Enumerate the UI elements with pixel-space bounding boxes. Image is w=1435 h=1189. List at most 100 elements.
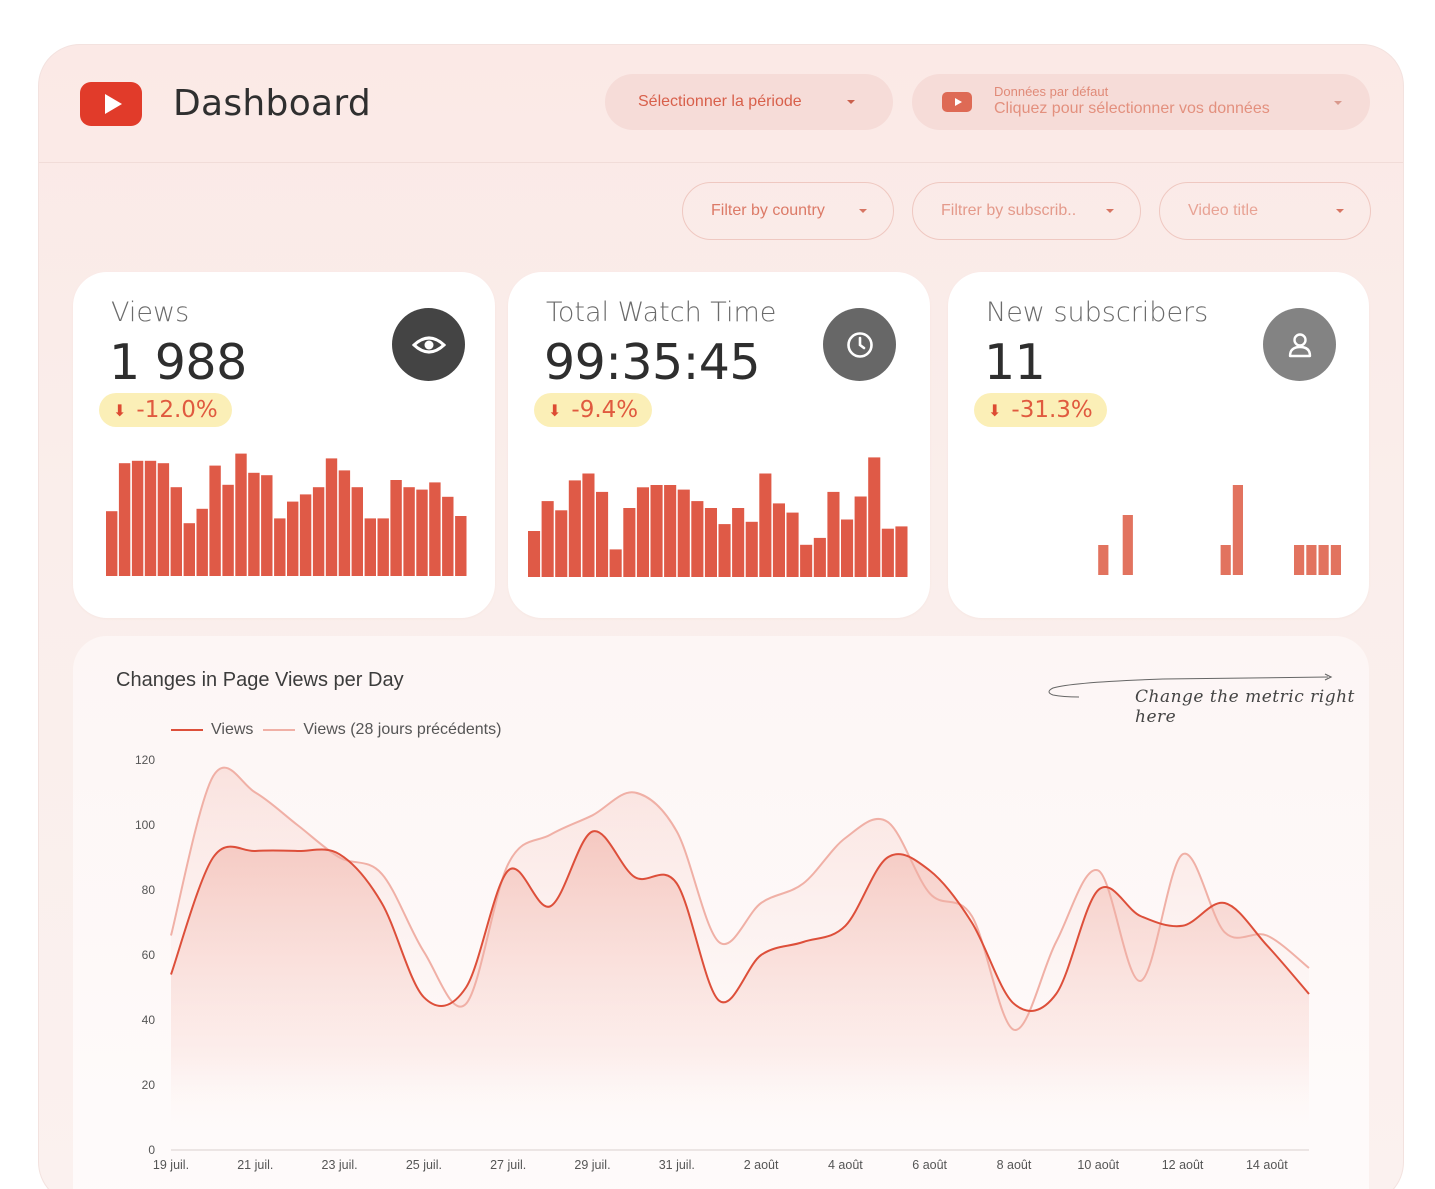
filter-country[interactable]: Filter by country: [682, 182, 894, 240]
arrow-down-icon: ⬇: [988, 400, 1002, 420]
kpi-bar: [325, 458, 338, 576]
kpi-bar: [1098, 545, 1109, 575]
legend-item-views-previous[interactable]: Views (28 jours précédents): [263, 721, 501, 739]
legend-label: Views: [211, 721, 254, 738]
kpi-bar: [235, 453, 247, 576]
chevron-down-icon: [859, 209, 867, 213]
kpi-bar: [528, 531, 541, 577]
legend-item-views[interactable]: Views: [171, 721, 253, 739]
x-tick-label: 25 juil.: [406, 1158, 442, 1172]
kpi-bar: [786, 512, 799, 577]
kpi-bar: [854, 496, 867, 577]
kpi-bar: [609, 549, 622, 577]
kpi-bar: [1294, 545, 1305, 575]
kpi-title: New subscribers: [986, 297, 1209, 328]
data-source-label: Données par défaut: [994, 84, 1109, 100]
filter-video-title[interactable]: Video title: [1159, 182, 1371, 240]
kpi-bar: [1318, 545, 1329, 575]
kpi-bar: [541, 501, 554, 577]
kpi-bar: [568, 480, 581, 577]
kpi-bar: [196, 508, 208, 576]
change-badge: ⬇ -12.0%: [99, 393, 232, 427]
page-views-line-chart: 0 20 40 60 80 100 120 19 juil. 21 juil. 23 juil. 2…: [135, 753, 1310, 1172]
x-tick-label: 2 août: [744, 1158, 779, 1172]
kpi-bar: [841, 519, 854, 577]
x-tick-label: 23 juil.: [322, 1158, 358, 1172]
kpi-value: 1 988: [109, 334, 247, 391]
y-tick-label: 100: [135, 818, 155, 832]
chart-title: Changes in Page Views per Day: [116, 669, 404, 691]
curved-arrow-icon: [1048, 673, 1333, 698]
kpi-bar: [299, 494, 312, 576]
y-tick-label: 80: [142, 883, 156, 897]
change-badge: ⬇ -31.3%: [974, 393, 1107, 427]
kpi-bar: [677, 489, 690, 577]
series-area: [171, 831, 1309, 1150]
arrow-down-icon: ⬇: [548, 400, 562, 420]
kpi-bar: [1306, 545, 1317, 575]
kpi-bar: [800, 544, 813, 577]
kpi-bar: [582, 473, 595, 577]
x-tick-label: 6 août: [912, 1158, 947, 1172]
kpi-card-views: Views 1 988 ⬇ -12.0%: [73, 272, 495, 618]
views-bar-chart: [106, 453, 467, 576]
series-line-views: [170, 830, 1310, 1012]
kpi-bar: [183, 523, 195, 576]
kpi-bar: [442, 496, 454, 576]
kpi-card-watch-time: Total Watch Time 99:35:45 ⬇ -9.4%: [508, 272, 930, 618]
filter-subscribers[interactable]: Filtrer by subscrib..: [912, 182, 1141, 240]
filter-subscribers-label: Filtrer by subscrib..: [941, 202, 1077, 219]
youtube-logo-icon: [80, 82, 142, 126]
kpi-bar: [455, 516, 467, 576]
kpi-value: 11: [984, 334, 1046, 391]
kpi-bar: [118, 463, 131, 576]
y-tick-label: 40: [142, 1013, 156, 1027]
kpi-bar: [209, 465, 221, 576]
kpi-title: Views: [111, 297, 190, 328]
kpi-bar: [881, 528, 894, 577]
kpi-bar: [650, 485, 663, 577]
kpi-bar: [732, 508, 745, 577]
kpi-bar: [1330, 545, 1341, 575]
kpi-bar: [623, 508, 636, 577]
eye-icon: [392, 308, 465, 381]
kpi-bar: [274, 518, 286, 576]
x-tick-label: 29 juil.: [574, 1158, 610, 1172]
x-tick-label: 31 juil.: [659, 1158, 695, 1172]
x-tick-label: 19 juil.: [153, 1158, 189, 1172]
y-tick-label: 20: [142, 1078, 156, 1092]
kpi-title: Total Watch Time: [546, 297, 777, 328]
kpi-bar: [416, 489, 428, 576]
arrow-down-icon: ⬇: [113, 400, 127, 420]
user-icon: [1263, 308, 1336, 381]
kpi-bar: [704, 508, 717, 577]
data-source-hint: Cliquez pour sélectionner vos données: [994, 100, 1270, 118]
dashboard-frame: Dashboard Sélectionner la période Donnée…: [38, 44, 1404, 1189]
x-tick-label: 14 août: [1246, 1158, 1288, 1172]
kpi-bar: [170, 487, 182, 576]
x-tick-label: 10 août: [1077, 1158, 1119, 1172]
kpi-bar: [429, 482, 441, 576]
change-value: -31.3%: [1011, 397, 1093, 423]
kpi-bar: [745, 521, 758, 577]
x-tick-label: 12 août: [1162, 1158, 1204, 1172]
data-source-selector[interactable]: Données par défaut Cliquez pour sélectio…: [912, 74, 1370, 130]
kpi-bar: [144, 460, 157, 576]
metric-hint: Change the metric right here: [1135, 687, 1355, 727]
chevron-down-icon: [1106, 209, 1114, 213]
kpi-bar: [248, 472, 260, 576]
x-tick-label: 8 août: [997, 1158, 1032, 1172]
filter-country-label: Filter by country: [711, 202, 825, 219]
kpi-bar: [1232, 485, 1243, 575]
kpi-bar: [636, 487, 649, 577]
x-tick-label: 21 juil.: [237, 1158, 273, 1172]
period-selector[interactable]: Sélectionner la période: [605, 74, 893, 130]
page-views-chart-card: 0 20 40 60 80 100 120 19 juil. 21 juil. 23 juil. 2…: [73, 636, 1369, 1189]
change-badge: ⬇ -9.4%: [534, 393, 653, 427]
legend-label: Views (28 jours précédents): [303, 721, 502, 738]
page-title: Dashboard: [173, 83, 372, 124]
kpi-bar: [691, 501, 704, 577]
kpi-bar: [759, 473, 772, 577]
kpi-bar: [1220, 545, 1231, 575]
kpi-bar: [813, 537, 826, 577]
